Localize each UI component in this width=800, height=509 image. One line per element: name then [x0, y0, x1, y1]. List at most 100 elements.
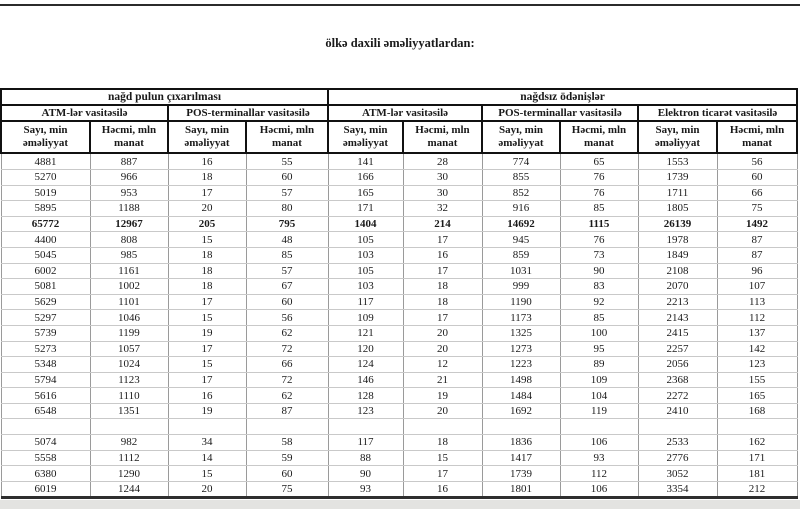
table-row: 5739 1199 19 62 121 20 1325 100 2415 137	[0, 324, 798, 342]
cell: 162	[716, 434, 798, 451]
cell: 60	[245, 293, 329, 311]
cell: 808	[89, 231, 169, 248]
cell: 104	[559, 387, 639, 404]
subgroup-pos-cash: POS-terminallar vasitəsilə	[167, 104, 329, 123]
cell: 1805	[637, 200, 718, 217]
colhead-count-atm-cash: Sayı, min əməliyyat	[0, 120, 91, 155]
cell: 1188	[89, 200, 169, 217]
cell: 1978	[637, 231, 718, 248]
cell: 75	[245, 480, 329, 499]
cell: 32	[402, 200, 483, 217]
cell: 18	[167, 262, 247, 280]
table-row: 6019 1244 20 75 93 16 1801 106 3354 212	[0, 480, 798, 499]
cell: 12	[402, 356, 483, 373]
cell: 56	[716, 152, 798, 170]
cell: 17	[167, 184, 247, 202]
cell: 1223	[481, 356, 561, 373]
cell	[637, 418, 718, 436]
cell: 103	[327, 278, 404, 295]
cell: 72	[245, 371, 329, 389]
cell: 48	[245, 231, 329, 248]
cell: 76	[559, 231, 639, 248]
cell: 109	[559, 371, 639, 389]
cell: 12967	[89, 215, 169, 233]
cell: 107	[716, 278, 798, 295]
cell: 90	[327, 465, 404, 482]
subgroup-header-row: ATM-lər vasitəsilə POS-terminallar vasit…	[0, 104, 799, 123]
cell: 17	[402, 262, 483, 280]
cell: 17	[402, 465, 483, 482]
cell: 165	[716, 387, 798, 404]
cell: 85	[559, 200, 639, 217]
cell: 17	[167, 371, 247, 389]
cell: 1031	[481, 262, 561, 280]
cell: 15	[402, 449, 483, 467]
cell: 6380	[0, 465, 91, 482]
cell: 165	[327, 184, 404, 202]
cell: 96	[716, 262, 798, 280]
cell: 105	[327, 231, 404, 248]
cell: 1101	[89, 293, 169, 311]
cell: 66	[245, 356, 329, 373]
cell: 17	[402, 231, 483, 248]
cell: 124	[327, 356, 404, 373]
cell: 18	[402, 434, 483, 451]
table-row: 5616 1110 16 62 128 19 1484 104 2272 165	[0, 387, 798, 404]
cell: 6019	[0, 480, 91, 499]
cell: 774	[481, 152, 561, 170]
cell: 2410	[637, 402, 718, 420]
cell: 75	[716, 200, 798, 217]
cell: 2415	[637, 324, 718, 342]
cell	[559, 418, 639, 436]
cell: 18	[167, 168, 247, 186]
cell: 15	[167, 231, 247, 248]
cell: 109	[327, 309, 404, 326]
cell: 16	[167, 387, 247, 404]
cell: 128	[327, 387, 404, 404]
cell: 123	[716, 356, 798, 373]
cell: 105	[327, 262, 404, 280]
cell: 1123	[89, 371, 169, 389]
colhead-count-pos-cashless: Sayı, min əməliyyat	[481, 120, 561, 155]
cell: 72	[245, 340, 329, 358]
table-row: 5558 1112 14 59 88 15 1417 93 2776 171	[0, 449, 798, 467]
cell: 57	[245, 184, 329, 202]
cell: 155	[716, 371, 798, 389]
cell: 19	[167, 324, 247, 342]
cell: 93	[559, 449, 639, 467]
cell: 2776	[637, 449, 718, 467]
cell	[0, 418, 91, 436]
cell: 59	[245, 449, 329, 467]
cell: 65772	[0, 215, 91, 233]
cell: 1115	[559, 215, 639, 233]
cell: 3354	[637, 480, 718, 499]
cell: 106	[559, 480, 639, 499]
cell: 123	[327, 402, 404, 420]
cell: 146	[327, 371, 404, 389]
cell: 21	[402, 371, 483, 389]
cell: 60	[716, 168, 798, 186]
cell: 119	[559, 402, 639, 420]
cell: 88	[327, 449, 404, 467]
cell: 1173	[481, 309, 561, 326]
cell: 18	[167, 246, 247, 264]
subgroup-pos-cashless: POS-terminallar vasitəsilə	[481, 104, 639, 123]
page-edge-strip	[0, 500, 800, 509]
cell	[327, 418, 404, 436]
cell: 95	[559, 340, 639, 358]
cell: 17	[167, 340, 247, 358]
cell	[402, 418, 483, 436]
cell: 1739	[481, 465, 561, 482]
cell: 87	[716, 246, 798, 264]
cell: 1351	[89, 402, 169, 420]
top-rule	[0, 4, 800, 6]
cell: 18	[167, 278, 247, 295]
cell: 1801	[481, 480, 561, 499]
cell: 62	[245, 387, 329, 404]
cell: 113	[716, 293, 798, 311]
cell: 15	[167, 465, 247, 482]
cell: 2368	[637, 371, 718, 389]
table-row: 4400 808 15 48 105 17 945 76 1978 87	[0, 231, 798, 248]
cell: 1404	[327, 215, 404, 233]
cell: 16	[402, 480, 483, 499]
